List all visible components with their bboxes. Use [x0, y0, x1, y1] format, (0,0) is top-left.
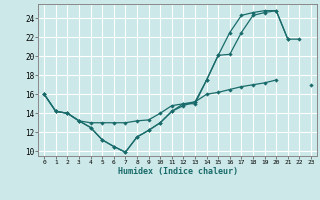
X-axis label: Humidex (Indice chaleur): Humidex (Indice chaleur)	[118, 167, 238, 176]
